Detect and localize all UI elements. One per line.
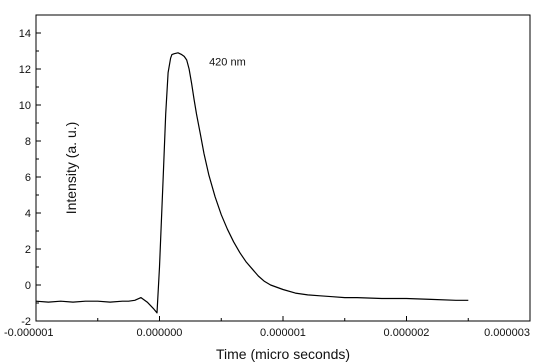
x-tick-label: 0.000000 [137,327,183,339]
x-tick-label: -0.000001 [4,327,54,339]
x-tick-label: 0.000001 [260,327,306,339]
y-axis-title: Intensity (a. u.) [63,122,79,215]
x-tick-label: 0.000003 [484,327,530,339]
y-tick-label: 2 [25,244,31,256]
x-tick-label: 0.000002 [384,327,430,339]
series-line-0 [35,52,469,314]
annotation-label: 420 nm [209,56,246,68]
y-tick-label: 12 [19,64,31,76]
y-tick-label: 10 [19,100,31,112]
y-tick-label: 14 [19,28,31,40]
y-tick-label: 8 [25,136,31,148]
y-tick-label: 4 [25,208,31,220]
y-tick-label: 0 [25,280,31,292]
plot-frame [35,14,531,322]
x-axis-title: Time (micro seconds) [216,346,350,362]
y-tick-label: -2 [21,316,31,328]
y-tick-label: 6 [25,172,31,184]
